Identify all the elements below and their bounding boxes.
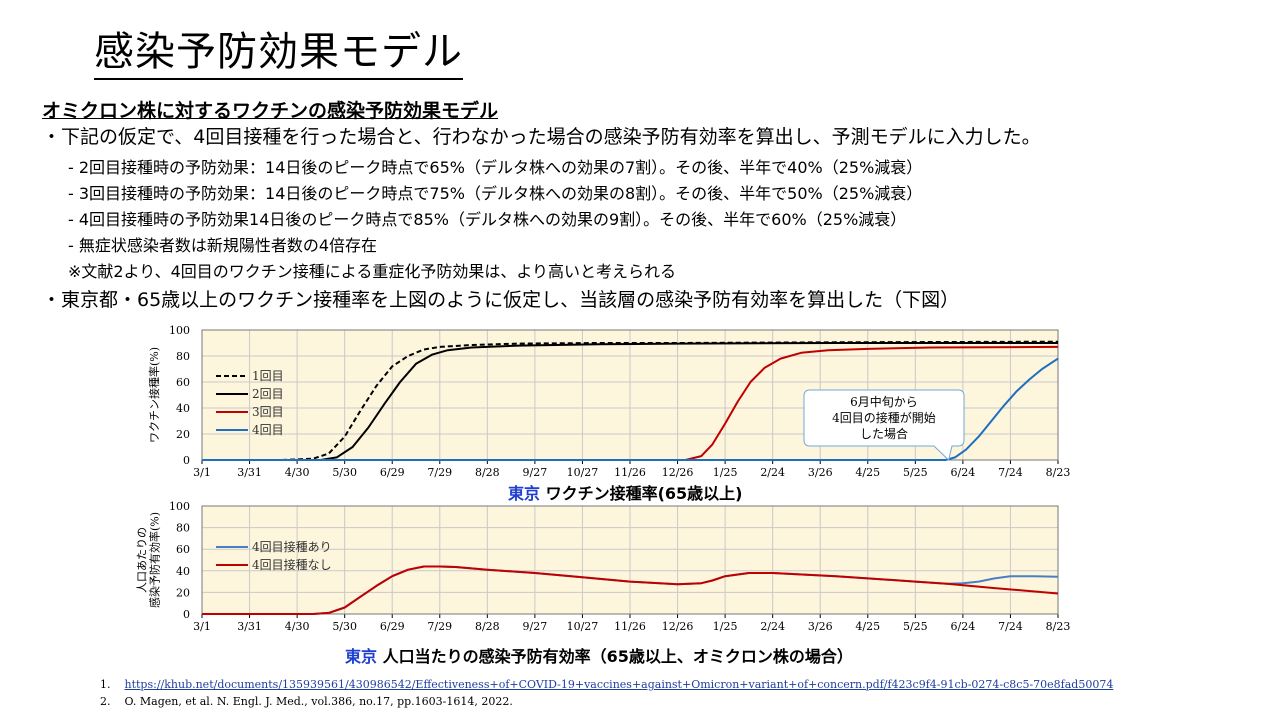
x-tick-label: 3/31	[237, 620, 262, 633]
bullet-method: ・東京都・65歳以上のワクチン接種率を上図のように仮定し、当該層の感染予防有効率…	[42, 289, 960, 311]
x-tick-label: 12/26	[662, 620, 694, 633]
series-line-2	[202, 342, 1058, 461]
page-title: 感染予防効果モデル	[94, 28, 463, 80]
x-tick-label: 3/1	[193, 620, 211, 633]
x-tick-label: 8/28	[475, 620, 500, 633]
x-tick-label: 6/24	[951, 620, 976, 633]
legend-label: 4回目接種なし	[252, 557, 332, 572]
x-tick-label: 7/29	[427, 620, 452, 633]
legend-label: 4回目接種あり	[252, 539, 332, 554]
x-tick-label: 3/1	[193, 466, 211, 479]
x-tick-label: 7/29	[427, 466, 452, 479]
x-tick-label: 5/25	[903, 620, 928, 633]
assumption-item: - 4回目接種時の予防効果14日後のピーク時点で85%（デルタ株への効果の9割）…	[68, 210, 907, 229]
y-axis-label-line: 感染予防有効率(%)	[148, 512, 162, 608]
series-line-4	[202, 357, 1059, 461]
annotation-line: 4回目の接種が開始	[832, 410, 936, 425]
reference-number: 2.	[100, 695, 111, 708]
x-tick-label: 4/30	[285, 620, 310, 633]
y-tick-label: 0	[183, 454, 190, 467]
x-tick-label: 10/27	[567, 466, 599, 479]
y-tick-label: 60	[176, 376, 190, 389]
chart-title-location: 東京	[345, 647, 378, 666]
x-tick-label: 8/23	[1046, 466, 1070, 479]
series-line-2	[202, 565, 1059, 615]
x-tick-label: 8/23	[1046, 620, 1070, 633]
x-tick-label: 4/25	[855, 620, 880, 633]
annotation-line: 6月中旬から	[850, 394, 918, 409]
y-axis-label: ワクチン接種率(%)	[147, 347, 161, 443]
assumption-item: - 無症状感染者数は新規陽性者数の4倍存在	[68, 236, 378, 255]
x-tick-label: 2/24	[760, 466, 785, 479]
chart-title-prevention: 東京 人口当たりの感染予防有効率（65歳以上、オミクロン株の場合）	[345, 643, 853, 667]
infection-prevention-chart: 0 20 40 60 80 100 3/1 3/31 4/30 5/30 6/29 7/29 8/28 9…	[136, 500, 1071, 633]
x-tick-label: 9/27	[523, 466, 548, 479]
annotation-text: 6月中旬から 4回目の接種が開始した場合	[832, 394, 936, 441]
x-tick-label: 4/30	[285, 466, 310, 479]
x-tick-label: 6/29	[380, 466, 405, 479]
reference-number: 1.	[100, 678, 111, 691]
assumption-item: - 2回目接種時の予防効果：14日後のピーク時点で65%（デルタ株への効果の7割…	[68, 158, 923, 177]
x-tick-label: 3/26	[808, 620, 833, 633]
x-tick-label: 11/26	[614, 620, 646, 633]
y-tick-label: 40	[176, 565, 190, 578]
y-tick-label: 20	[176, 428, 190, 441]
x-tick-label: 6/29	[380, 620, 405, 633]
plot-border	[201, 505, 1059, 615]
x-tick-label: 12/26	[662, 466, 694, 479]
chart-title-text: ワクチン接種率(65歳以上)	[545, 484, 743, 503]
legend-label: 4回目	[252, 423, 284, 437]
chart-title-text: 人口当たりの感染予防有効率（65歳以上、オミクロン株の場合）	[382, 647, 853, 666]
x-tick-label: 8/28	[475, 466, 500, 479]
reference-link[interactable]: https://khub.net/documents/135939561/430…	[124, 678, 1114, 691]
x-tick-label: 3/31	[237, 466, 262, 479]
y-tick-label: 0	[183, 608, 190, 621]
y-axis-label-line: ワクチン接種率(%)	[147, 347, 161, 443]
y-tick-label: 40	[176, 402, 190, 415]
references: 1. https://khub.net/documents/135939561/…	[100, 676, 1113, 710]
y-tick-label: 80	[176, 350, 190, 363]
x-tick-label: 1/25	[713, 620, 738, 633]
series-line-3	[202, 345, 1059, 461]
legend-label: 3回目	[252, 405, 284, 419]
x-tick-label: 5/25	[903, 466, 928, 479]
x-tick-label: 9/27	[523, 620, 548, 633]
x-tick-label: 7/24	[998, 620, 1023, 633]
subheading: オミクロン株に対するワクチンの感染予防効果モデル	[42, 100, 499, 122]
reference-2: 2. O. Magen, et al. N. Engl. J. Med., vo…	[100, 693, 1113, 710]
x-tick-label: 5/30	[332, 620, 357, 633]
chart-title-vaccination: 東京 ワクチン接種率(65歳以上)	[508, 480, 743, 504]
y-tick-label: 100	[169, 500, 190, 513]
x-tick-label: 7/24	[998, 466, 1023, 479]
x-tick-label: 6/24	[951, 466, 976, 479]
y-axis-label-line: 人口あたりの	[136, 527, 149, 593]
x-tick-label: 11/26	[614, 466, 646, 479]
legend-label: 1回目	[252, 369, 284, 383]
x-tick-label: 10/27	[567, 620, 599, 633]
x-tick-label: 2/24	[760, 620, 785, 633]
vaccination-rate-chart: 0 20 40 60 80 100 3/1 3/31 4/30 5/30 6/29 7/29 8/28 9…	[147, 324, 1070, 479]
x-tick-label: 5/30	[332, 466, 357, 479]
y-tick-label: 60	[176, 543, 190, 556]
annotation-callout	[803, 389, 965, 461]
y-tick-label: 20	[176, 586, 190, 599]
y-axis-label: 人口あたりの感染予防有効率(%)	[136, 512, 162, 608]
bullet-assumptions: ・下記の仮定で、4回目接種を行った場合と、行わなかった場合の感染予防有効率を算出…	[42, 126, 1041, 148]
series-line-1	[202, 340, 1059, 461]
reference-citation: O. Magen, et al. N. Engl. J. Med., vol.3…	[124, 695, 513, 708]
chart-title-location: 東京	[508, 484, 541, 503]
x-tick-label: 3/26	[808, 466, 833, 479]
x-tick-label: 4/25	[855, 466, 880, 479]
x-tick-label: 1/25	[713, 466, 738, 479]
y-tick-label: 100	[169, 324, 190, 337]
legend-label: 2回目	[252, 387, 284, 401]
assumption-item: - 3回目接種時の予防効果：14日後のピーク時点で75%（デルタ株への効果の8割…	[68, 184, 923, 203]
annotation-line: した場合	[860, 426, 908, 441]
reference-1: 1. https://khub.net/documents/135939561/…	[100, 676, 1113, 693]
reference-note: ※文献2より、4回目のワクチン接種による重症化予防効果は、より高いと考えられる	[68, 262, 677, 281]
y-tick-label: 80	[176, 522, 190, 535]
